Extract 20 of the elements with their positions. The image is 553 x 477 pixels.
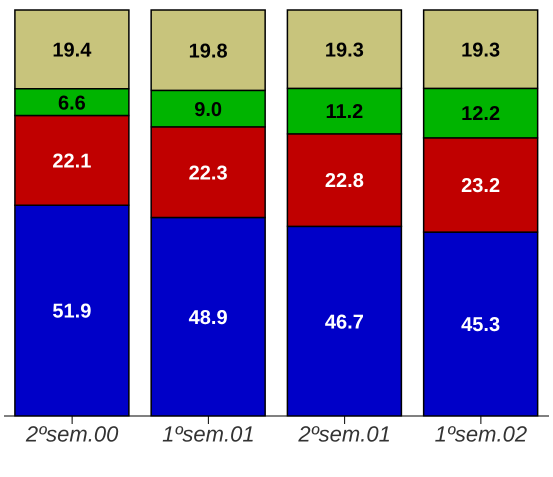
data-label: 51.9 (52, 300, 92, 323)
x-tick-label: 1ºsem.01 (162, 422, 255, 447)
data-label: 19.8 (188, 40, 228, 62)
data-label: 23.2 (461, 175, 500, 198)
data-label: 22.3 (188, 162, 228, 184)
data-label: 22.1 (52, 150, 92, 173)
data-label: 22.8 (324, 170, 364, 192)
x-tick-label: 2ºsem.00 (24, 422, 120, 447)
data-label: 19.3 (324, 39, 364, 62)
data-label: 12.2 (461, 103, 500, 126)
data-label: 19.4 (52, 39, 92, 62)
data-label: 9.0 (194, 98, 222, 121)
data-label: 48.9 (188, 306, 228, 329)
data-label: 19.3 (461, 39, 500, 62)
x-tick-label: 2ºsem.01 (297, 422, 391, 447)
data-label: 11.2 (325, 101, 364, 124)
x-tick-label: 1ºsem.02 (434, 422, 528, 447)
data-label: 46.7 (324, 311, 364, 334)
data-label: 6.6 (58, 92, 86, 114)
data-label: 45.3 (461, 314, 500, 336)
